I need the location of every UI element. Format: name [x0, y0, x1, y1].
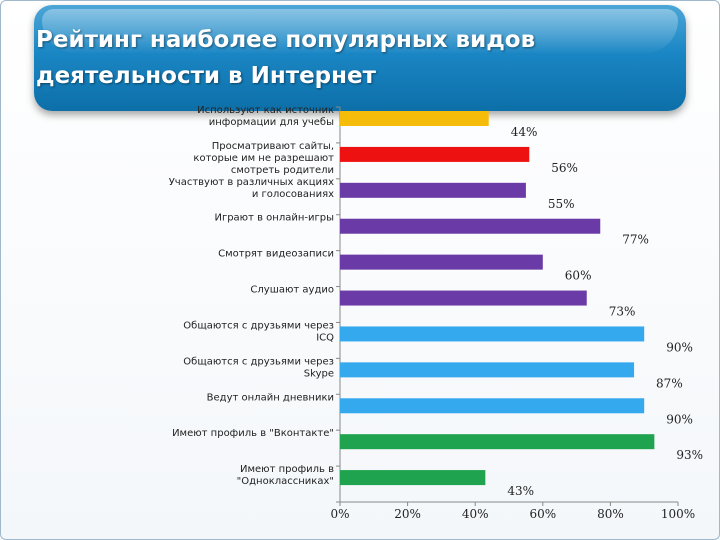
category-label-line: Skype — [304, 368, 334, 379]
category-label-line: Общаются с друзьями через — [183, 356, 334, 367]
category-label-line: Имеют профиль в — [240, 464, 334, 475]
category-label: Слушают аудио — [250, 285, 334, 296]
category-label-line: ICQ — [316, 332, 334, 343]
x-tick-label: 40% — [462, 507, 489, 521]
bar — [340, 254, 543, 270]
category-label-line: Просматривают сайты, — [212, 141, 334, 152]
bar — [340, 434, 655, 450]
category-label-line: "Одноклассниках" — [237, 476, 334, 487]
category-label-line: Играют в онлайн-игры — [214, 213, 334, 224]
category-label-line: и голосованиях — [252, 189, 334, 200]
bar — [340, 218, 601, 234]
value-label: 73% — [609, 305, 636, 319]
value-label: 77% — [622, 233, 649, 247]
value-label: 44% — [511, 125, 538, 139]
value-label: 55% — [548, 197, 575, 211]
x-tick-label: 20% — [394, 507, 421, 521]
category-label: Используют как источник информации для уч… — [197, 105, 334, 128]
value-label: 90% — [666, 412, 693, 426]
value-label: 43% — [507, 484, 534, 498]
bar — [340, 290, 587, 306]
x-tick-label: 100% — [661, 507, 695, 521]
bar — [340, 146, 530, 162]
bar — [340, 326, 645, 342]
category-label-line: Общаются с друзьями через — [183, 320, 334, 331]
x-tick-label: 0% — [330, 507, 349, 521]
title-banner — [34, 5, 686, 111]
category-label-line: смотреть родители — [231, 165, 334, 176]
category-label-line: Используют как источник — [197, 105, 334, 116]
category-label: Имеют профиль в "Вконтакте" — [172, 428, 334, 439]
category-label: Ведут онлайн дневники — [207, 392, 334, 403]
bar — [340, 362, 635, 378]
value-label: 60% — [565, 269, 592, 283]
category-label: Участвуют в различных акциях и голосовани… — [169, 177, 334, 200]
category-label: Имеют профиль в "Одноклассниках" — [237, 464, 334, 487]
value-label: 90% — [666, 340, 693, 354]
category-label-line: Смотрят видеозаписи — [218, 249, 334, 260]
category-label-line: Ведут онлайн дневники — [207, 392, 334, 403]
bar — [340, 111, 489, 126]
value-label: 56% — [551, 161, 578, 175]
category-label-line: информации для учебы — [209, 117, 334, 128]
category-label: Просматривают сайты, которые им не разреш… — [193, 141, 334, 176]
category-label: Играют в онлайн-игры — [214, 213, 334, 224]
category-label-line: Слушают аудио — [250, 285, 334, 296]
bar — [340, 182, 526, 198]
x-tick-label: 80% — [597, 507, 624, 521]
x-tick-label: 60% — [529, 507, 556, 521]
page-title: Рейтинг наиболее популярных видов деятел… — [36, 27, 536, 89]
category-label: Общаются с друзьями через ICQ — [183, 320, 334, 343]
category-label-line: Участвуют в различных акциях — [169, 177, 334, 188]
banner-shine — [42, 9, 678, 53]
value-label: 87% — [656, 376, 683, 390]
value-label: 93% — [676, 448, 703, 462]
bar — [340, 398, 645, 414]
category-label: Смотрят видеозаписи — [218, 249, 334, 260]
bar — [340, 470, 486, 486]
category-label-line: которые им не разрешают — [193, 153, 334, 164]
category-label: Общаются с друзьями через Skype — [183, 356, 334, 379]
category-label-line: Имеют профиль в "Вконтакте" — [172, 428, 334, 439]
